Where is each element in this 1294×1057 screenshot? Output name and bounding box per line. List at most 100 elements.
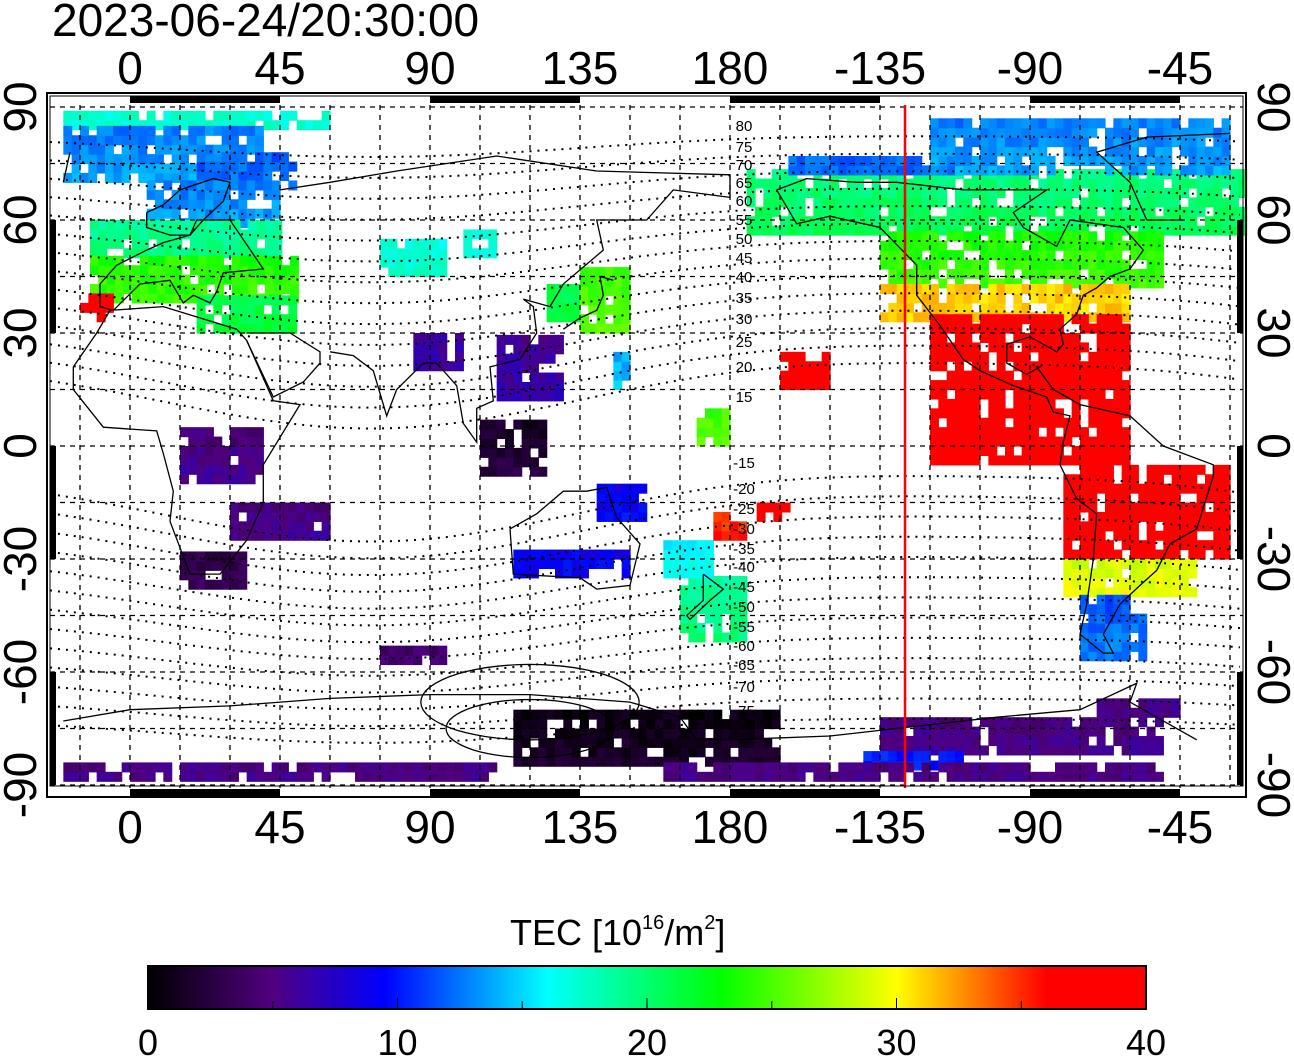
tec-cell (788, 225, 798, 236)
tec-cell (1038, 436, 1048, 447)
tec-cell (988, 436, 998, 447)
tec-cell (213, 154, 223, 165)
tec-cell (223, 265, 233, 276)
tec-cell (1005, 314, 1014, 325)
tec-cell (221, 570, 231, 581)
tec-cell (1121, 632, 1131, 643)
tec-cell (206, 265, 216, 276)
tec-cell (805, 370, 814, 381)
tec-cell (930, 361, 939, 372)
tec-cell (496, 447, 506, 458)
tec-cell (896, 302, 906, 313)
tec-cell (605, 719, 614, 730)
tec-cell (380, 257, 389, 268)
tec-cell (1180, 559, 1189, 570)
tec-cell (163, 180, 173, 191)
tec-cell (1046, 231, 1056, 242)
tec-cell (231, 255, 241, 266)
tec-cell (1063, 333, 1073, 344)
tec-cell (496, 429, 506, 440)
tec-cell (730, 737, 739, 748)
tec-cell (1055, 333, 1064, 344)
tec-cell (1213, 178, 1223, 189)
tec-cell (221, 110, 231, 121)
tec-cell (171, 144, 181, 155)
tec-cell (496, 334, 506, 345)
tec-cell (155, 120, 164, 131)
tec-cell (538, 438, 548, 449)
tec-cell (738, 604, 748, 615)
tec-cell (1088, 521, 1098, 532)
tec-cell (1113, 623, 1123, 634)
tec-cell (1080, 314, 1089, 325)
tec-cell (913, 751, 923, 762)
tec-cell (455, 771, 464, 782)
tec-cell (1071, 408, 1081, 419)
tec-cell (388, 762, 398, 773)
tec-cell (996, 225, 1006, 236)
tec-cell (1071, 302, 1081, 313)
tec-cell (446, 762, 456, 773)
tec-cell (246, 323, 256, 334)
tec-cell (638, 719, 648, 730)
tec-cell (238, 323, 248, 334)
tec-cell (413, 762, 423, 773)
tec-cell (996, 240, 1006, 251)
mlat-contour (49, 616, 1241, 661)
tec-cell (638, 728, 648, 739)
tec-cell (238, 579, 248, 590)
tec-cell (655, 719, 664, 730)
contour-label: 45 (736, 250, 753, 267)
tec-cell (221, 161, 231, 172)
tec-cell (205, 436, 214, 447)
tec-cell (1063, 178, 1073, 189)
tec-cell (888, 278, 898, 289)
tec-cell (1113, 613, 1123, 624)
tec-cell (1063, 577, 1073, 588)
tec-cell (930, 417, 939, 428)
tec-cell (896, 717, 906, 728)
tec-cell (1013, 726, 1023, 737)
tec-cell (1121, 726, 1131, 737)
tec-cell (1046, 178, 1056, 189)
tec-cell (488, 457, 498, 468)
tec-cell (1213, 127, 1223, 138)
tec-cell (1113, 342, 1123, 353)
tec-cell (248, 220, 258, 231)
tec-cell (1096, 623, 1106, 634)
tec-cell (1180, 464, 1189, 475)
tec-cell (1055, 323, 1064, 334)
tec-cell (230, 171, 239, 182)
tec-cell (196, 455, 206, 466)
tec-cell (273, 255, 283, 266)
tec-cell (1055, 745, 1064, 756)
contour-label: 20 (736, 359, 753, 376)
tec-cell (296, 120, 306, 131)
tec-cell (1155, 530, 1164, 541)
tec-cell (90, 255, 99, 266)
tec-cell (696, 417, 706, 428)
tec-cell (980, 436, 989, 447)
tec-cell (930, 127, 939, 138)
tec-cell (1071, 342, 1081, 353)
tec-cell (1196, 137, 1206, 148)
tec-cell (746, 756, 756, 767)
tec-cell (921, 165, 931, 176)
tec-cell (621, 493, 631, 504)
tec-cell (1121, 333, 1131, 344)
tec-cell (1071, 127, 1081, 138)
tec-cell (1180, 521, 1189, 532)
tec-cell (971, 361, 981, 372)
lat-tick-label-right: 30 (1248, 307, 1294, 358)
tec-cell (1046, 361, 1056, 372)
contour-label: 40 (736, 269, 753, 286)
tec-cell (1046, 333, 1056, 344)
tec-cell (1171, 559, 1181, 570)
tec-cell (755, 206, 764, 217)
tec-cell (213, 771, 223, 782)
tec-cell (321, 521, 331, 532)
tec-cell (1005, 268, 1014, 279)
tec-cell (421, 333, 431, 344)
tec-cell (580, 709, 589, 720)
tec-cell (246, 120, 256, 131)
